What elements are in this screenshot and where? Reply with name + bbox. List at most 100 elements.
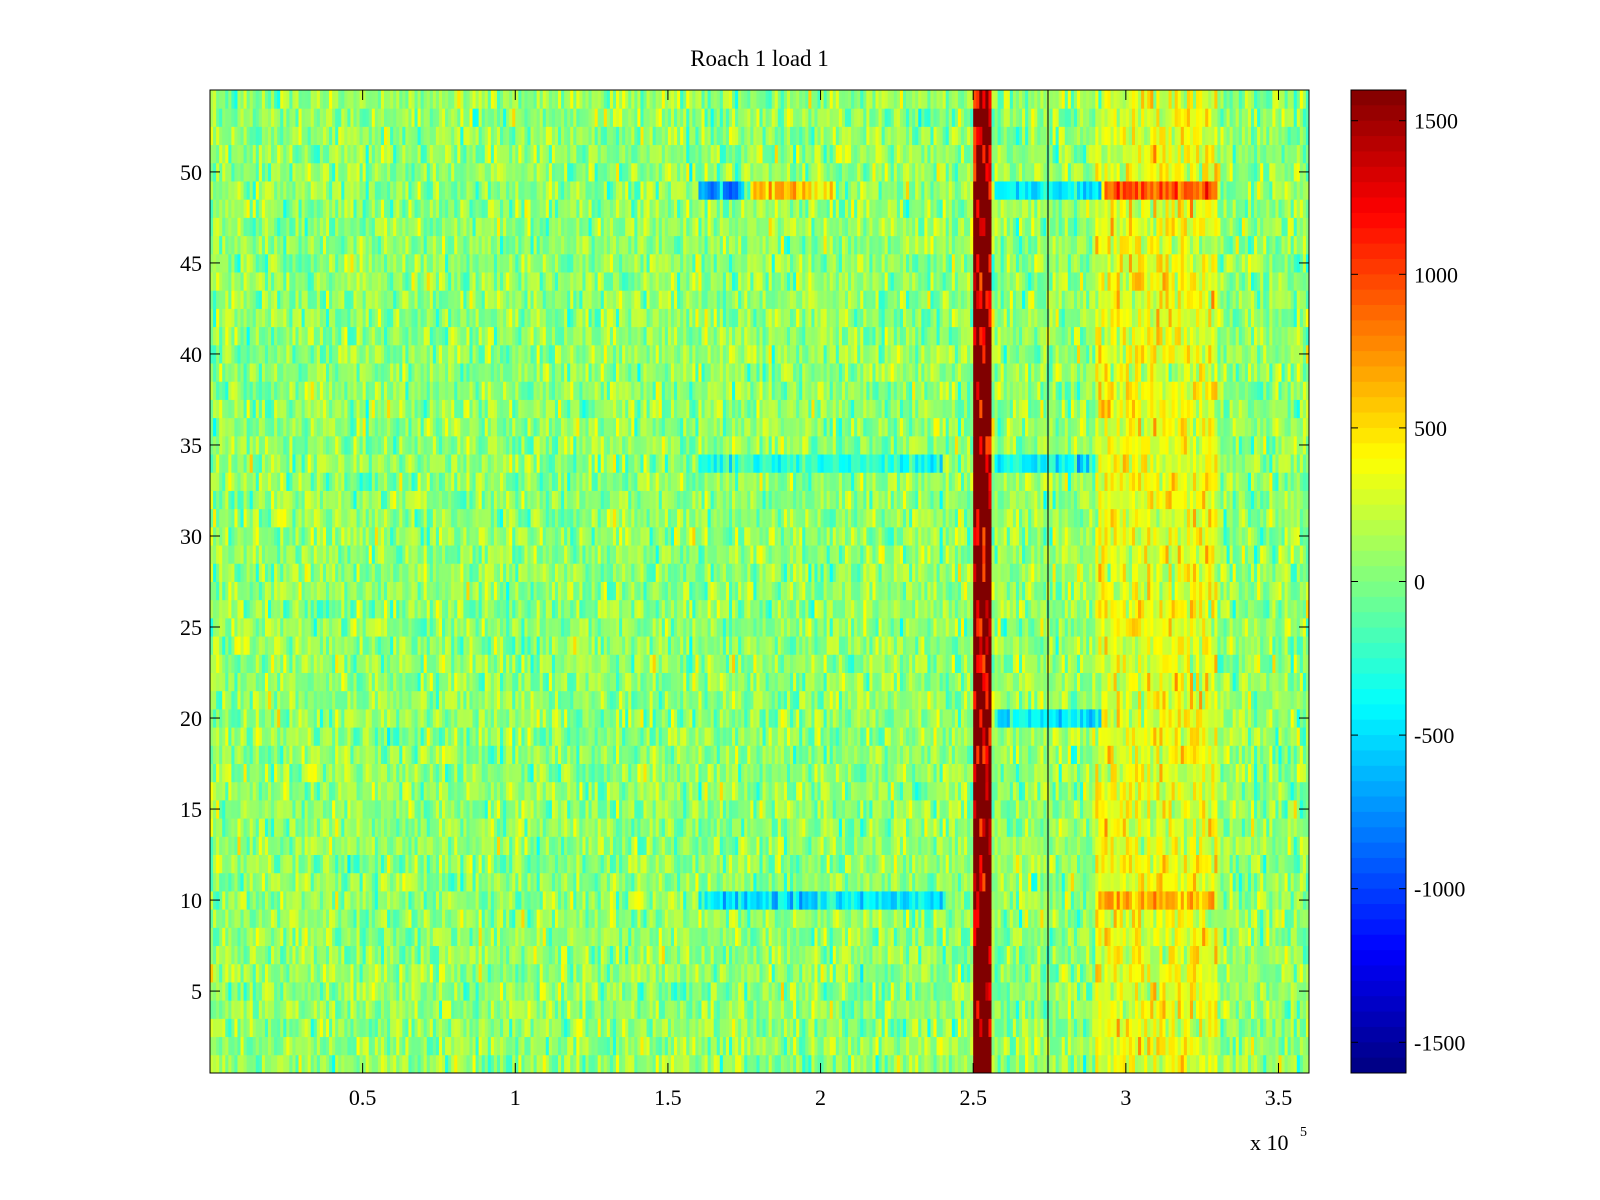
heatmap-cell [268, 909, 272, 928]
heatmap-cell [1238, 909, 1243, 928]
heatmap-cell [478, 818, 483, 837]
heatmap-cell [933, 1036, 938, 1056]
heatmap-cell [939, 927, 944, 947]
heatmap-cell [1058, 1018, 1063, 1038]
heatmap-cell [1257, 909, 1261, 928]
heatmap-cell [442, 818, 446, 837]
heatmap-cell [625, 1036, 629, 1056]
heatmap-cell [735, 890, 739, 910]
heatmap-cell [301, 1054, 306, 1074]
heatmap-cell [509, 854, 513, 874]
heatmap-cell [264, 945, 269, 965]
heatmap-cell [500, 836, 504, 855]
heatmap-cell [918, 1000, 922, 1019]
heatmap-cell [527, 963, 531, 983]
heatmap-cell [1070, 890, 1075, 910]
heatmap-cell [774, 1018, 779, 1038]
heatmap-cell [945, 927, 950, 947]
heatmap-cell [594, 1018, 599, 1038]
heatmap-cell [506, 1036, 510, 1056]
heatmap-cell [848, 963, 852, 983]
heatmap-cell [1141, 1018, 1145, 1038]
heatmap-cell [1031, 836, 1035, 855]
heatmap-cell [1067, 872, 1072, 892]
heatmap-cell [930, 927, 934, 947]
heatmap-cell [451, 927, 455, 947]
heatmap-cell [1031, 872, 1035, 892]
heatmap-cell [585, 818, 589, 837]
heatmap-cell [637, 927, 641, 947]
heatmap-cell [405, 890, 409, 910]
heatmap-cell [817, 1018, 821, 1038]
heatmap-cell [716, 872, 721, 892]
heatmap-cell [1296, 927, 1301, 947]
heatmap-cell [1000, 1036, 1005, 1056]
heatmap-cell [222, 927, 226, 947]
heatmap-cell [420, 1018, 425, 1038]
heatmap-cell [503, 1000, 507, 1019]
heatmap-cell [1080, 818, 1084, 837]
heatmap-cell [1073, 1000, 1078, 1019]
heatmap-cell [316, 945, 321, 965]
heatmap-cell [1138, 963, 1142, 983]
heatmap-cell [805, 963, 809, 983]
heatmap-cell [747, 963, 751, 983]
heatmap-cell [1251, 1000, 1255, 1019]
heatmap-cell [435, 890, 440, 910]
heatmap-cell [1028, 945, 1032, 965]
heatmap-cell [1186, 1036, 1191, 1056]
heatmap-cell [1293, 1000, 1298, 1019]
heatmap-cell [451, 1018, 455, 1038]
heatmap-cell [316, 1000, 321, 1019]
heatmap-cell [780, 945, 785, 965]
heatmap-cell [393, 981, 397, 1001]
heatmap-cell [210, 818, 214, 837]
heatmap-cell [374, 945, 379, 965]
heatmap-cell [1107, 963, 1112, 983]
heatmap-cell [359, 1036, 364, 1056]
heatmap-cell [429, 1036, 434, 1056]
heatmap-cell [1003, 854, 1008, 874]
heatmap-cell [597, 981, 602, 1001]
heatmap-cell [298, 963, 303, 983]
heatmap-cell [612, 1054, 617, 1074]
heatmap-cell [951, 890, 956, 910]
heatmap-cell [1067, 1036, 1072, 1056]
heatmap-cell [933, 963, 938, 983]
heatmap-cell [219, 927, 223, 947]
heatmap-cell [918, 927, 922, 947]
heatmap-cell [1278, 927, 1282, 947]
heatmap-cell [1196, 836, 1200, 855]
heatmap-cell [936, 818, 941, 837]
heatmap-cell [1131, 818, 1136, 837]
heatmap-cell [527, 1018, 531, 1038]
heatmap-cell [1260, 872, 1264, 892]
heatmap-cell [1098, 927, 1102, 947]
heatmap-cell [414, 890, 419, 910]
heatmap-cell [408, 872, 412, 892]
heatmap-cell [576, 818, 580, 837]
heatmap-cell [1076, 909, 1081, 928]
heatmap-cell [832, 818, 837, 837]
heatmap-cell [445, 963, 449, 983]
heatmap-cell [1217, 1000, 1221, 1019]
heatmap-cell [1241, 890, 1246, 910]
heatmap-cell [521, 890, 525, 910]
heatmap-cell [735, 927, 739, 947]
heatmap-cell [307, 854, 312, 874]
heatmap-cell [832, 1018, 837, 1038]
heatmap-cell [814, 981, 818, 1001]
heatmap-cell [506, 963, 510, 983]
heatmap-cell [426, 981, 431, 1001]
heatmap-cell [304, 1054, 309, 1074]
heatmap-cell [960, 818, 965, 837]
heatmap-cell [417, 1054, 422, 1074]
heatmap-cell [475, 927, 480, 947]
heatmap-cell [539, 818, 544, 837]
heatmap-cell [912, 927, 916, 947]
heatmap-cell [1034, 854, 1038, 874]
heatmap-cell [1272, 963, 1276, 983]
heatmap-cell [1177, 854, 1182, 874]
heatmap-cell [1080, 945, 1084, 965]
heatmap-cell [1083, 1018, 1087, 1038]
